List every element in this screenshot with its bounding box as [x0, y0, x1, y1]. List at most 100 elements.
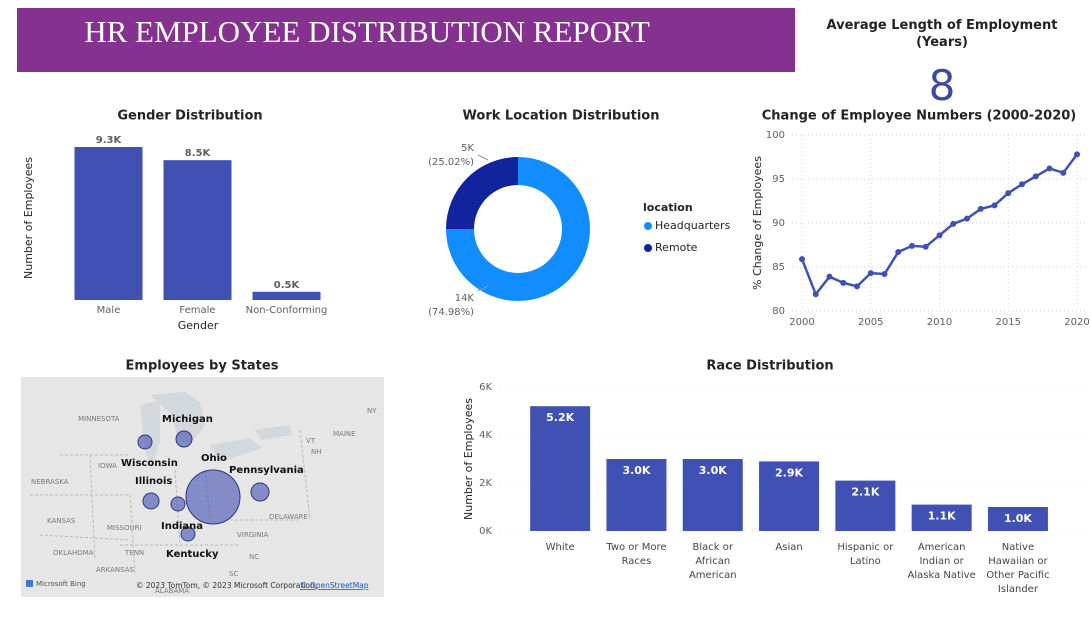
line-point [1005, 190, 1012, 197]
y-tick-label: 85 [772, 262, 785, 273]
map-logo: Microsoft Bing [36, 580, 86, 588]
basemap-label: NH [311, 448, 322, 456]
legend-title: location [643, 201, 693, 214]
line-point [977, 205, 984, 212]
x-tick-label: 2020 [1064, 317, 1089, 328]
data-label: 1.1K [928, 510, 956, 523]
kpi-value: 8 [928, 61, 956, 110]
basemap-label: VIRGINIA [237, 531, 269, 539]
bar [759, 461, 820, 531]
basemap-label: MAINE [333, 430, 356, 438]
y-tick-label: 80 [772, 306, 785, 317]
kpi-label: Average Length of Employment (Years) [826, 18, 1058, 50]
x-tick-label: Non-Conforming [246, 305, 328, 316]
y-tick-label: 2K [479, 478, 492, 489]
basemap-label: TENN [124, 549, 144, 557]
data-label: 0.5K [274, 280, 301, 291]
chart-title: Change of Employee Numbers (2000-2020) [762, 109, 1076, 124]
basemap-label: SC [229, 570, 238, 578]
line-point [1074, 151, 1080, 158]
map-credits: © 2023 TomTom, © 2023 Microsoft Corporat… [136, 581, 317, 590]
bar [911, 504, 972, 531]
basemap-label: NY [367, 407, 377, 415]
basemap-label: MINNESOTA [78, 415, 120, 423]
basemap-label: DELAWARE [269, 513, 308, 521]
legend-label: Headquarters [655, 219, 731, 232]
bar [606, 459, 667, 531]
lake [255, 425, 292, 440]
data-label: 9.3K [96, 135, 123, 146]
basemap-label: IOWA [98, 462, 117, 470]
y-tick-label: 4K [479, 430, 492, 441]
line-point [895, 249, 902, 256]
map-bubble [170, 496, 186, 512]
y-axis-label: Number of Employees [462, 398, 475, 520]
header-banner [17, 8, 795, 72]
bar [163, 160, 232, 300]
x-tick-label: Two or More Races [606, 542, 667, 567]
line-point [964, 215, 970, 222]
data-label: 8.5K [185, 148, 212, 159]
donut-slice [446, 157, 518, 230]
x-tick-label: 2005 [858, 317, 883, 328]
y-tick-label: 100 [766, 130, 785, 141]
legend-marker [644, 222, 652, 230]
leader-line [477, 154, 489, 161]
x-axis-label: Gender [178, 319, 219, 332]
percent-label: (74.98%) [428, 307, 474, 318]
data-label: 1.0K [1004, 512, 1032, 525]
data-label: 2.1K [851, 486, 879, 499]
y-tick-label: 95 [772, 174, 785, 185]
basemap-label: OKLAHOMA [53, 549, 94, 557]
line-point [1032, 173, 1039, 180]
basemap-label: NEBRASKA [31, 478, 69, 486]
map-bubble [180, 526, 196, 542]
basemap-label: NC [249, 553, 259, 561]
basemap-label: MISSOURI [107, 524, 142, 532]
y-tick-label: 0K [479, 526, 492, 537]
map-credit-link: © OpenStreetMap [300, 581, 369, 590]
x-tick-label: American Indian or Alaska Native [907, 542, 976, 581]
x-tick-label: 2000 [789, 317, 814, 328]
line-point [922, 243, 929, 250]
percent-label: (25.02%) [428, 157, 474, 168]
line-point [881, 271, 888, 278]
line-point [991, 202, 998, 209]
map-basemap [21, 377, 384, 597]
bing-logo [26, 580, 33, 587]
y-axis-label: Number of Employees [22, 157, 35, 279]
state-label: Ohio [201, 453, 227, 464]
x-tick-label: Native Hawaiian or Other Pacific Islande… [986, 542, 1050, 595]
bar [682, 459, 743, 531]
legend-label: Remote [655, 241, 698, 254]
x-tick-label: Hispanic or Latino [837, 542, 894, 567]
chart-title: Work Location Distribution [463, 109, 660, 124]
line-point [826, 273, 833, 280]
line-point [854, 283, 860, 290]
x-tick-label: 2010 [927, 317, 952, 328]
bar [987, 507, 1048, 531]
data-label: 3.0K [622, 464, 650, 477]
map-bubble [142, 492, 160, 510]
lake [140, 400, 160, 470]
chart-title: Gender Distribution [117, 109, 262, 124]
data-label: 5.2K [546, 411, 574, 424]
map-bubble [185, 469, 241, 525]
y-axis-label: % Change of Employees [751, 156, 764, 290]
line-point [950, 220, 957, 227]
line-point [867, 270, 874, 277]
header-title: HR EMPLOYEE DISTRIBUTION REPORT [84, 14, 650, 49]
line-point [799, 256, 805, 263]
state-label: Pennsylvania [229, 465, 304, 476]
leader-line [477, 285, 489, 292]
y-tick-label: 90 [772, 218, 785, 229]
bar [835, 480, 896, 531]
state-label: Indiana [161, 521, 203, 532]
line-point [1019, 181, 1025, 188]
x-tick-label: Asian [775, 542, 803, 553]
data-label: 5K [461, 143, 474, 154]
state-label: Illinois [135, 476, 172, 487]
basemap-label: VT [306, 437, 316, 445]
